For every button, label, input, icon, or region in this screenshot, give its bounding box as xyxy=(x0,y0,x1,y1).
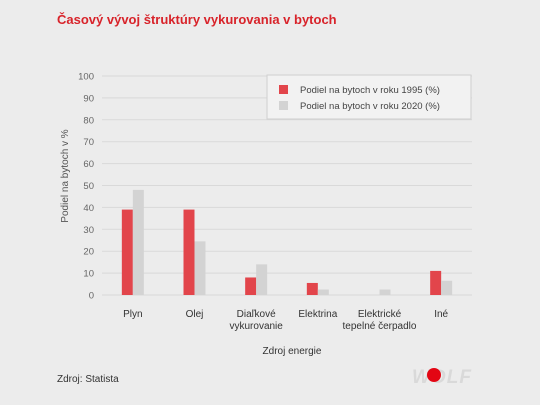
y-tick-label: 20 xyxy=(83,247,94,258)
bars xyxy=(121,189,453,295)
legend-swatch-2020 xyxy=(279,101,288,110)
source-note: Zdroj: Statista xyxy=(57,374,119,385)
x-tick-labels: Plyn Olej Diaľkové vykurovanie Elektrina Elek… xyxy=(123,309,448,332)
wolf-logo: WOLF xyxy=(412,367,472,386)
logo-dot xyxy=(427,368,441,382)
bar-2020 xyxy=(132,189,144,295)
bar-2020 xyxy=(194,241,206,295)
legend-box xyxy=(266,74,472,120)
svg-text:WOLF: WOLF xyxy=(412,367,472,386)
bar-2020 xyxy=(256,264,268,295)
bar-2020 xyxy=(441,280,453,295)
y-tick-labels: 0 10 20 30 40 50 60 70 80 90 100 xyxy=(78,72,94,302)
y-tick-label: 10 xyxy=(83,269,94,280)
x-tick-label: Iné xyxy=(434,309,448,320)
bar-1995 xyxy=(245,277,257,295)
bar-1995 xyxy=(306,282,318,295)
legend-label-2020: Podiel na bytoch v roku 2020 (%) xyxy=(300,101,440,112)
y-tick-label: 0 xyxy=(89,291,94,302)
x-tick-label: Elektrické tepelné čerpadlo xyxy=(343,309,417,332)
y-axis-label: Podiel na bytoch v % xyxy=(60,129,71,222)
y-tick-label: 50 xyxy=(83,181,94,192)
bar-2020 xyxy=(317,289,329,295)
x-tick-label: Diaľkové vykurovanie xyxy=(229,309,283,332)
y-tick-label: 100 xyxy=(78,72,94,83)
x-tick-label: Elektrina xyxy=(298,309,337,320)
y-tick-label: 70 xyxy=(83,137,94,148)
legend-swatch-1995 xyxy=(279,85,288,94)
bar-1995 xyxy=(121,209,133,295)
legend-label-1995: Podiel na bytoch v roku 1995 (%) xyxy=(300,85,440,96)
chart-title: Časový vývoj štruktúry vykurovania v byt… xyxy=(57,12,337,27)
y-tick-label: 60 xyxy=(83,159,94,170)
y-tick-label: 80 xyxy=(83,115,94,126)
y-tick-label: 40 xyxy=(83,203,94,214)
bar-1995 xyxy=(183,209,195,295)
bar-2020 xyxy=(379,289,391,295)
x-axis-label: Zdroj energie xyxy=(263,346,322,357)
bar-1995 xyxy=(430,270,442,295)
y-tick-label: 30 xyxy=(83,225,94,236)
x-tick-label: Plyn xyxy=(123,309,142,320)
y-tick-label: 90 xyxy=(83,93,94,104)
legend: Podiel na bytoch v roku 1995 (%) Podiel … xyxy=(266,74,472,120)
x-tick-label: Olej xyxy=(186,309,204,320)
